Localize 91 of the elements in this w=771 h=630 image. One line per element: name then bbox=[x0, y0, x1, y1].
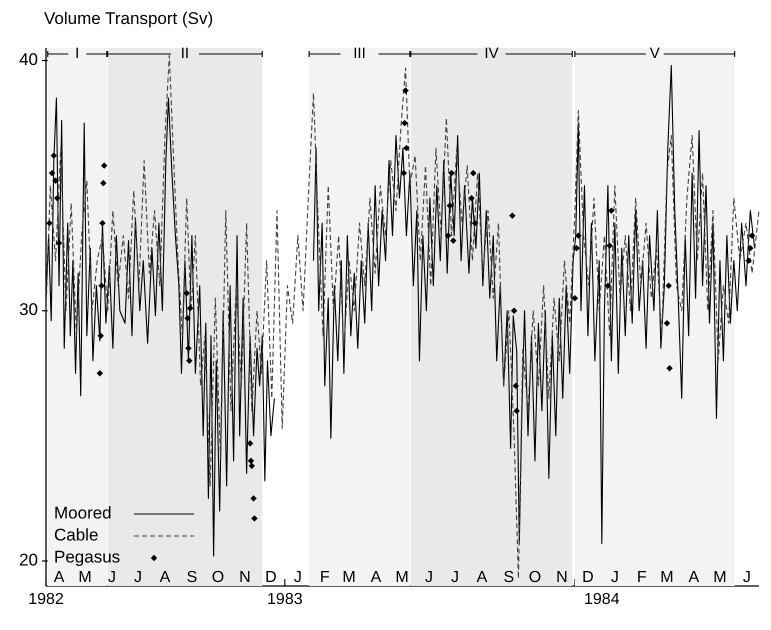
point bbox=[509, 212, 516, 219]
x-tick-label: 1982 bbox=[28, 591, 64, 608]
point bbox=[401, 120, 408, 126]
y-tick-label: 30 bbox=[19, 300, 38, 320]
point bbox=[472, 220, 478, 226]
point bbox=[604, 282, 612, 289]
annotation: M bbox=[713, 569, 727, 586]
y-tick-label: 20 bbox=[19, 550, 38, 570]
annotation: D bbox=[582, 569, 594, 586]
annotation: N bbox=[239, 569, 251, 586]
annotation: J bbox=[451, 569, 460, 586]
annotation: F bbox=[320, 569, 330, 586]
annotation: J bbox=[134, 569, 142, 586]
annotation: A bbox=[160, 569, 171, 586]
y-tick-label: 40 bbox=[19, 50, 38, 69]
point bbox=[666, 365, 673, 372]
point bbox=[100, 162, 108, 169]
annotation: O bbox=[528, 569, 542, 586]
point bbox=[575, 232, 582, 239]
point bbox=[96, 370, 104, 376]
annotation: S bbox=[504, 569, 514, 586]
annotation: A bbox=[370, 569, 382, 586]
point bbox=[246, 440, 254, 447]
point bbox=[510, 308, 518, 314]
annotation: J bbox=[742, 569, 751, 586]
point bbox=[248, 462, 256, 470]
y-axis-title: Volume Transport (Sv) bbox=[44, 9, 214, 28]
annotation: A bbox=[688, 569, 700, 586]
point bbox=[50, 152, 58, 159]
point bbox=[748, 232, 756, 239]
point bbox=[46, 220, 53, 226]
point bbox=[448, 170, 455, 176]
point bbox=[99, 220, 106, 226]
point bbox=[470, 170, 476, 176]
point bbox=[54, 194, 60, 202]
point bbox=[608, 207, 615, 214]
annotation: M bbox=[660, 569, 674, 586]
point bbox=[186, 305, 194, 312]
point bbox=[52, 177, 59, 184]
point bbox=[512, 382, 520, 390]
point bbox=[183, 290, 190, 296]
band-label: II bbox=[180, 44, 190, 62]
annotation: F bbox=[636, 569, 647, 586]
point bbox=[248, 458, 254, 464]
point bbox=[446, 202, 454, 209]
point bbox=[48, 170, 56, 176]
point bbox=[403, 144, 410, 152]
annotation: M bbox=[78, 569, 92, 586]
annotation: J bbox=[294, 569, 302, 586]
point bbox=[664, 320, 670, 326]
annotation: M bbox=[342, 569, 356, 586]
annotation: M bbox=[395, 569, 409, 586]
annotation: J bbox=[610, 569, 619, 586]
point bbox=[745, 258, 752, 264]
legend-label: Moored bbox=[54, 503, 112, 522]
point bbox=[514, 408, 520, 414]
x-tick-label: 1984 bbox=[584, 591, 620, 608]
band-label: III bbox=[353, 44, 366, 62]
point bbox=[250, 495, 257, 502]
point bbox=[444, 232, 452, 239]
point bbox=[185, 345, 192, 352]
point bbox=[100, 180, 107, 186]
legend-label: Pegasus bbox=[54, 547, 120, 566]
point bbox=[468, 194, 475, 202]
point bbox=[184, 315, 191, 322]
annotation: A bbox=[54, 569, 65, 586]
point bbox=[573, 244, 580, 252]
annotation: J bbox=[424, 569, 433, 586]
annotation: J bbox=[108, 569, 116, 586]
point bbox=[450, 237, 457, 244]
annotation: D bbox=[265, 569, 277, 586]
legend-label: Cable bbox=[54, 525, 98, 544]
point bbox=[572, 295, 578, 302]
annotation: A bbox=[476, 569, 488, 586]
annotation: N bbox=[556, 569, 568, 586]
band-label: V bbox=[650, 44, 660, 62]
point bbox=[400, 170, 408, 176]
point bbox=[665, 282, 672, 289]
x-tick-label: 1983 bbox=[267, 591, 303, 608]
point bbox=[98, 332, 104, 339]
point bbox=[98, 282, 105, 289]
point bbox=[56, 240, 62, 246]
band-label: I bbox=[75, 44, 80, 62]
point bbox=[251, 515, 258, 522]
band-label: IV bbox=[484, 44, 499, 62]
point bbox=[606, 242, 613, 249]
point bbox=[747, 244, 754, 252]
point bbox=[402, 87, 409, 94]
point bbox=[186, 358, 192, 364]
annotation: S bbox=[186, 569, 198, 586]
annotation: O bbox=[212, 569, 224, 586]
